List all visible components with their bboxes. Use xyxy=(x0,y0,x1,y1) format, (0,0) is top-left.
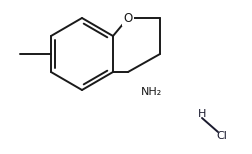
Text: O: O xyxy=(123,12,132,24)
Text: Cl: Cl xyxy=(216,131,227,141)
Text: H: H xyxy=(197,109,205,119)
Text: NH₂: NH₂ xyxy=(141,87,162,97)
